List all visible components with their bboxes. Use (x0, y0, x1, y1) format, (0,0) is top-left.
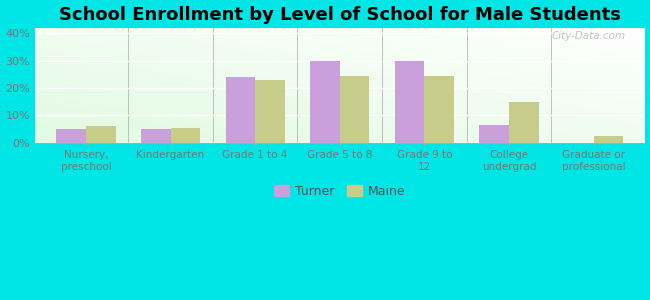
Bar (480, 125, 509, 143)
Bar (340, 76, 369, 143)
Bar (141, 129, 170, 143)
Bar (593, 136, 623, 143)
Bar (310, 61, 340, 143)
Bar (86, 126, 116, 143)
Bar (57, 129, 86, 143)
Legend: Turner, Maine: Turner, Maine (269, 180, 411, 203)
Bar (255, 80, 285, 143)
Bar (509, 102, 539, 143)
Bar (170, 128, 200, 143)
Bar (226, 77, 255, 143)
Bar (424, 76, 454, 143)
Title: School Enrollment by Level of School for Male Students: School Enrollment by Level of School for… (59, 6, 621, 24)
Bar (395, 61, 424, 143)
Text: City-Data.com: City-Data.com (552, 31, 626, 41)
